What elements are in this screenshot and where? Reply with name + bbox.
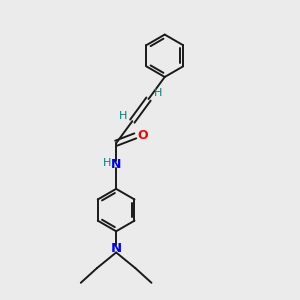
Text: H: H [103,158,112,168]
Text: O: O [137,129,148,142]
Text: H: H [119,111,128,121]
Text: N: N [111,158,121,171]
Text: H: H [154,88,162,98]
Text: N: N [111,242,122,255]
